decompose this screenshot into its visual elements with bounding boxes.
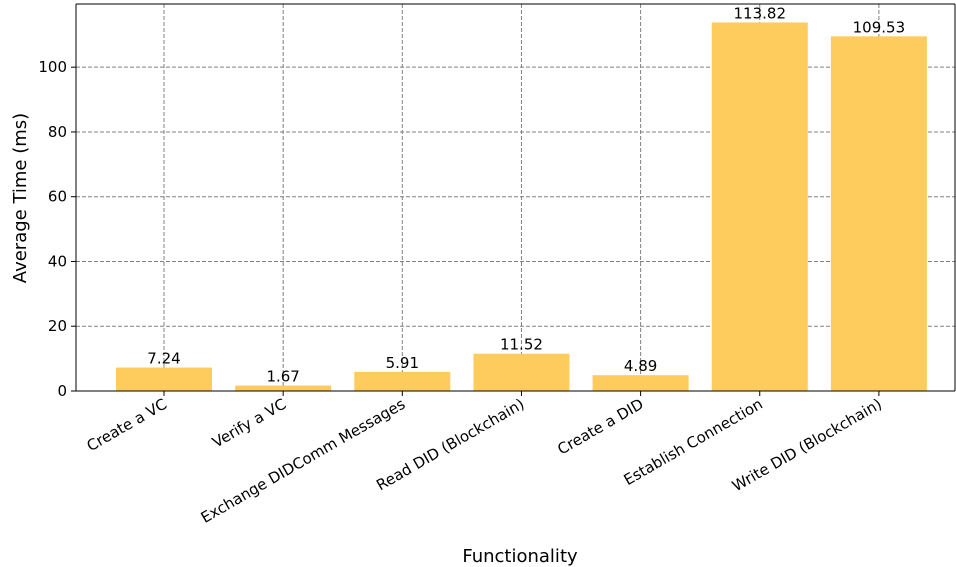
bar-value-label: 7.24 bbox=[147, 350, 180, 368]
axes bbox=[75, 3, 956, 392]
bar-value-label: 5.91 bbox=[386, 354, 419, 372]
y-axis-label: Average Time (ms) bbox=[10, 113, 31, 283]
x-axis-label: Functionality bbox=[462, 546, 578, 567]
bar bbox=[592, 375, 689, 391]
x-tick-label: Verify a VC bbox=[209, 395, 289, 452]
y-tick-label: 0 bbox=[57, 382, 67, 400]
x-tick-label: Create a DID bbox=[554, 395, 646, 459]
y-tick-label: 80 bbox=[48, 123, 67, 141]
y-ticks: 0 20 40 60 80 100 bbox=[38, 58, 76, 400]
bars bbox=[116, 22, 927, 392]
bar bbox=[473, 353, 570, 391]
gridlines bbox=[76, 4, 955, 391]
y-tick-label: 60 bbox=[48, 188, 67, 206]
x-tick-label: Create a VC bbox=[84, 395, 170, 455]
bar bbox=[354, 371, 451, 391]
y-tick-label: 100 bbox=[38, 58, 67, 76]
bar bbox=[235, 385, 332, 391]
bar-value-label: 109.53 bbox=[853, 18, 906, 36]
bar-value-label: 113.82 bbox=[734, 4, 787, 22]
bar bbox=[711, 22, 808, 392]
bar-value-label: 11.52 bbox=[500, 336, 543, 354]
bar bbox=[116, 367, 212, 391]
bar-value-label: 1.67 bbox=[266, 368, 299, 386]
bar-value-label: 4.89 bbox=[624, 357, 657, 375]
y-tick-label: 20 bbox=[48, 317, 67, 335]
bar bbox=[830, 36, 927, 391]
x-tick-label: Exchange DIDComm Messages bbox=[198, 395, 409, 527]
y-tick-label: 40 bbox=[48, 252, 67, 270]
value-labels: 7.24 1.67 5.91 11.52 4.89 113.82 109.53 bbox=[147, 4, 905, 385]
